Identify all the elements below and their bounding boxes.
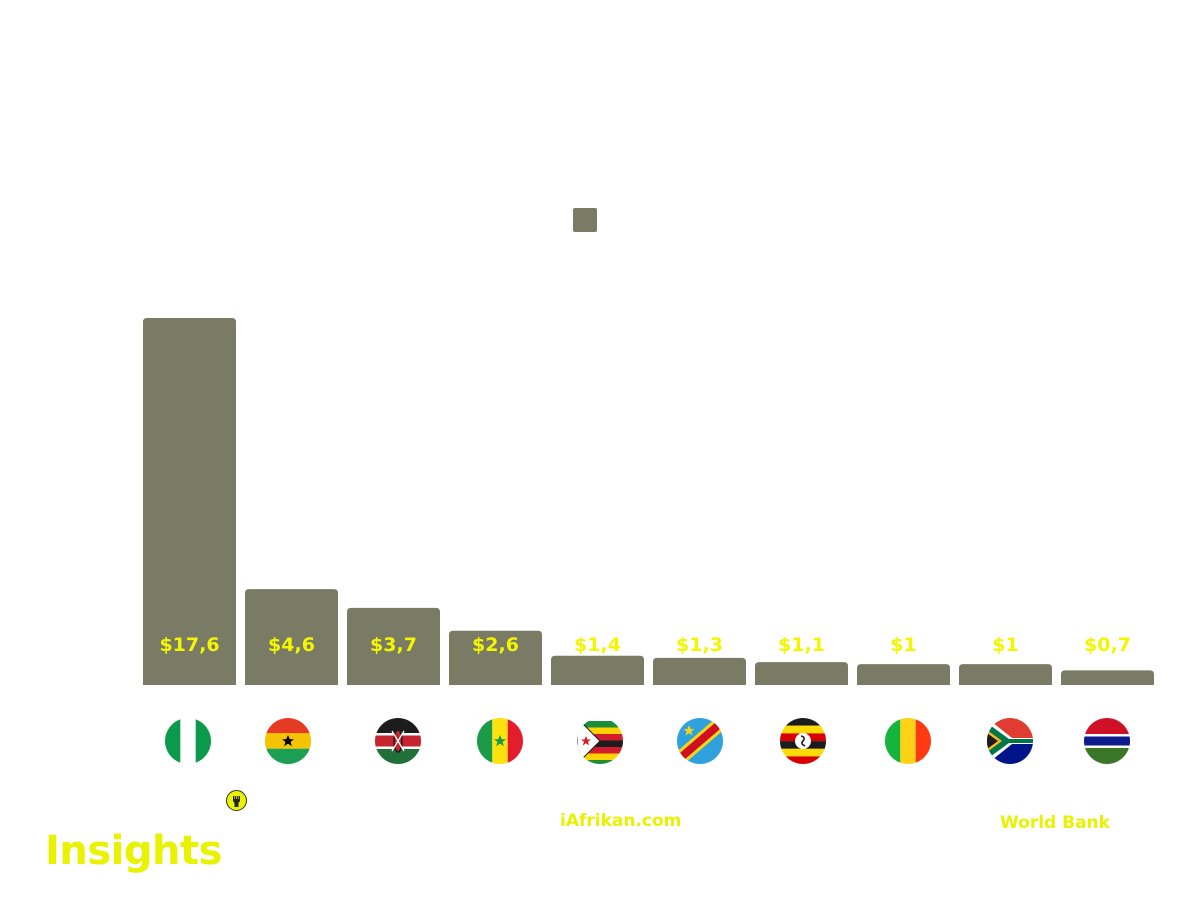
bar-ghana — [245, 589, 338, 685]
bar-south-africa — [959, 664, 1052, 685]
site-name[interactable]: iAfrikan.com — [560, 811, 682, 831]
value-label: $2,6 — [472, 634, 519, 656]
bars-group — [143, 318, 1154, 685]
raised-fist-icon — [226, 790, 247, 811]
south-africa-flag-icon — [987, 718, 1033, 764]
value-label: $1,3 — [676, 634, 723, 656]
legend-swatch — [573, 208, 597, 232]
drc-flag-icon — [677, 718, 723, 764]
bar-uganda — [755, 662, 848, 685]
flags-group — [165, 718, 1130, 764]
bar-senegal — [449, 630, 542, 685]
value-label: $1,1 — [778, 634, 825, 656]
brand-title: Insights — [45, 828, 222, 874]
zimbabwe-flag-icon — [577, 718, 623, 764]
nigeria-flag-icon — [165, 718, 211, 764]
bar-dr-congo — [653, 657, 746, 685]
value-label: $1 — [992, 634, 1018, 656]
value-labels-group: $17,6 $4,6 $3,7 $2,6 $1,4 $1,3 $1,1 $1 $1 $0,7 — [159, 634, 1131, 656]
bar-zimbabwe — [551, 655, 644, 685]
kenya-flag-icon — [375, 718, 421, 764]
bar-gambia — [1061, 670, 1154, 685]
mali-flag-icon — [885, 718, 931, 764]
value-label: $17,6 — [159, 634, 219, 656]
senegal-flag-icon — [477, 718, 523, 764]
value-label: $0,7 — [1084, 634, 1131, 656]
source-credit: World Bank — [1000, 813, 1110, 833]
value-label: $3,7 — [370, 634, 417, 656]
bar-mali — [857, 664, 950, 685]
value-label: $4,6 — [268, 634, 315, 656]
bar-nigeria — [143, 318, 236, 685]
value-label: $1 — [890, 634, 916, 656]
gambia-flag-icon — [1084, 718, 1130, 764]
bar-kenya — [347, 607, 440, 685]
ghana-flag-icon — [265, 718, 311, 764]
uganda-flag-icon — [780, 718, 826, 764]
value-label: $1,4 — [574, 634, 621, 656]
